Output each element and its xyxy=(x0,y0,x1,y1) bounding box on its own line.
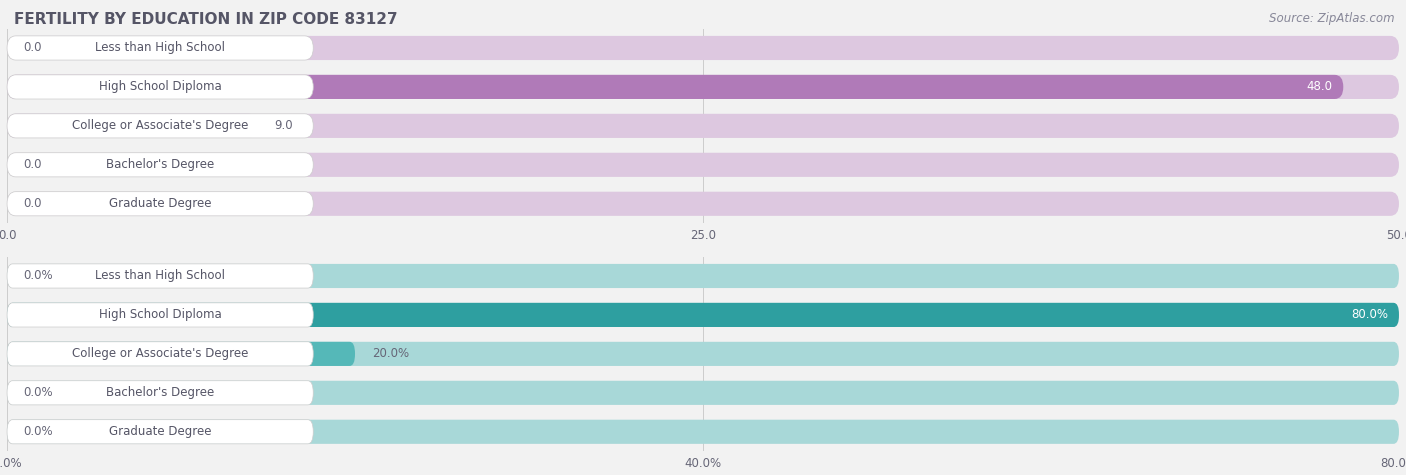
Text: High School Diploma: High School Diploma xyxy=(98,80,222,94)
Text: Less than High School: Less than High School xyxy=(96,269,225,283)
Text: FERTILITY BY EDUCATION IN ZIP CODE 83127: FERTILITY BY EDUCATION IN ZIP CODE 83127 xyxy=(14,12,398,27)
Text: Bachelor's Degree: Bachelor's Degree xyxy=(105,158,214,171)
Text: 0.0%: 0.0% xyxy=(24,269,53,283)
FancyBboxPatch shape xyxy=(7,303,1399,327)
Text: Source: ZipAtlas.com: Source: ZipAtlas.com xyxy=(1270,12,1395,25)
FancyBboxPatch shape xyxy=(7,153,1399,177)
Text: College or Associate's Degree: College or Associate's Degree xyxy=(72,347,249,361)
FancyBboxPatch shape xyxy=(7,75,1399,99)
FancyBboxPatch shape xyxy=(7,114,1399,138)
FancyBboxPatch shape xyxy=(7,420,1399,444)
FancyBboxPatch shape xyxy=(7,303,314,327)
FancyBboxPatch shape xyxy=(7,381,1399,405)
Text: Less than High School: Less than High School xyxy=(96,41,225,55)
Text: 9.0: 9.0 xyxy=(274,119,292,133)
Text: High School Diploma: High School Diploma xyxy=(98,308,222,322)
Text: 0.0%: 0.0% xyxy=(24,386,53,399)
FancyBboxPatch shape xyxy=(7,264,1399,288)
FancyBboxPatch shape xyxy=(7,192,314,216)
Text: 48.0: 48.0 xyxy=(1306,80,1331,94)
FancyBboxPatch shape xyxy=(7,303,1399,327)
FancyBboxPatch shape xyxy=(7,114,257,138)
FancyBboxPatch shape xyxy=(7,420,314,444)
FancyBboxPatch shape xyxy=(7,114,314,138)
FancyBboxPatch shape xyxy=(7,342,1399,366)
FancyBboxPatch shape xyxy=(7,342,354,366)
Text: 0.0%: 0.0% xyxy=(24,425,53,438)
FancyBboxPatch shape xyxy=(7,36,1399,60)
Text: 0.0: 0.0 xyxy=(24,197,42,210)
FancyBboxPatch shape xyxy=(7,75,314,99)
FancyBboxPatch shape xyxy=(7,381,314,405)
FancyBboxPatch shape xyxy=(7,342,314,366)
FancyBboxPatch shape xyxy=(7,192,1399,216)
FancyBboxPatch shape xyxy=(7,75,1343,99)
Text: College or Associate's Degree: College or Associate's Degree xyxy=(72,119,249,133)
FancyBboxPatch shape xyxy=(7,264,314,288)
Text: Graduate Degree: Graduate Degree xyxy=(108,425,211,438)
Text: Bachelor's Degree: Bachelor's Degree xyxy=(105,386,214,399)
Text: 0.0: 0.0 xyxy=(24,158,42,171)
Text: 0.0: 0.0 xyxy=(24,41,42,55)
FancyBboxPatch shape xyxy=(7,153,314,177)
Text: 80.0%: 80.0% xyxy=(1351,308,1388,322)
Text: Graduate Degree: Graduate Degree xyxy=(108,197,211,210)
FancyBboxPatch shape xyxy=(7,36,314,60)
Text: 20.0%: 20.0% xyxy=(371,347,409,361)
